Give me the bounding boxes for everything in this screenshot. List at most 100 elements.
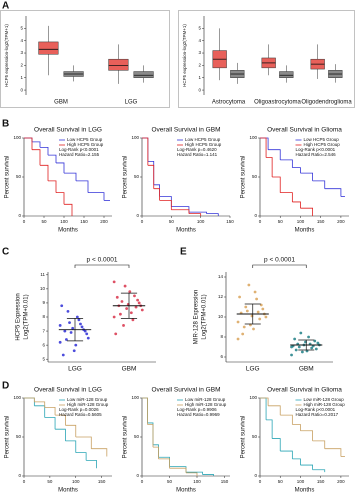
x-tick-label: LGG xyxy=(246,366,260,373)
box xyxy=(108,58,129,71)
annotation: Log-Rank p<0.0001 xyxy=(296,407,336,412)
x-tick-label: LGG xyxy=(125,100,138,106)
y-tick-label: 1 xyxy=(198,75,201,80)
survival-step xyxy=(292,167,301,174)
legend-label: High miR-128 Group xyxy=(67,402,109,407)
data-point xyxy=(293,337,297,341)
survival-step xyxy=(268,405,281,416)
y-tick-label: 10 xyxy=(40,286,46,291)
survival-step xyxy=(40,146,49,156)
survival-step xyxy=(169,466,187,473)
data-point xyxy=(258,317,262,321)
survival-step xyxy=(292,424,301,431)
chart-title: Overall Survival in GBM xyxy=(152,387,221,394)
survival-step xyxy=(24,137,33,142)
data-point xyxy=(120,300,124,303)
y-tick-label: 100 xyxy=(249,395,257,400)
y-tick-label: 12 xyxy=(218,294,224,299)
legend-label: Low HCP5 Group xyxy=(67,137,103,142)
x-tick-label: 0 xyxy=(23,219,26,224)
survival-step xyxy=(158,458,170,469)
survival-step xyxy=(56,162,65,174)
annotation: Log-Rank p<0.0001 xyxy=(59,147,99,152)
annotation: Hazard Ratio=1.141 xyxy=(177,152,218,157)
survival-step xyxy=(188,213,202,216)
survival-step xyxy=(266,419,273,439)
x-tick-label: 50 xyxy=(41,219,47,224)
data-point xyxy=(74,343,78,347)
survival-step xyxy=(64,172,77,181)
x-tick-label: Astrocytoma xyxy=(212,100,246,106)
data-point xyxy=(122,324,125,327)
legend-label: Low miR-128 Group xyxy=(185,397,226,402)
survival-step xyxy=(142,137,149,162)
x-axis-label: Months xyxy=(176,488,196,494)
x-tick-label: 150 xyxy=(80,219,88,224)
x-tick-label: 200 xyxy=(100,219,108,224)
survival-step xyxy=(147,424,154,448)
data-point xyxy=(300,350,304,354)
annotation: p < 0.0001 xyxy=(264,257,295,264)
y-axis-label: Percent survival xyxy=(123,156,129,199)
data-point xyxy=(131,318,135,322)
data-point xyxy=(261,307,265,311)
legend-label: High HCP5 Group xyxy=(185,142,222,147)
survival-step xyxy=(55,414,66,426)
data-point xyxy=(247,283,251,287)
y-axis-label: Percent survival xyxy=(123,416,129,459)
survival-step xyxy=(40,164,49,181)
survival-step xyxy=(312,180,326,189)
x-tick-label: 100 xyxy=(60,219,68,224)
significance-bracket xyxy=(252,264,307,268)
data-point xyxy=(242,325,246,329)
survival-step xyxy=(48,180,57,193)
data-point xyxy=(314,347,318,351)
y-axis-label: Percent survival xyxy=(241,416,247,459)
data-point xyxy=(316,341,320,345)
annotation: Log-Rank p<0.0001 xyxy=(296,147,336,152)
survival-step xyxy=(75,436,92,449)
y-tick-label: 50 xyxy=(134,174,140,179)
x-tick-label: 0 xyxy=(259,219,262,224)
significance-bracket xyxy=(74,264,130,268)
box xyxy=(279,71,294,78)
x-axis-label: Months xyxy=(295,488,315,494)
survival-step xyxy=(292,458,301,466)
x-axis-label: Months xyxy=(58,228,78,234)
survival-step xyxy=(32,149,41,166)
y-axis-label: Percent survival xyxy=(5,156,11,199)
x-axis-label: Months xyxy=(295,228,315,234)
survival-step xyxy=(312,440,326,449)
survival-step xyxy=(91,448,108,457)
data-point xyxy=(255,297,259,301)
survival-step xyxy=(142,397,148,423)
survival-step xyxy=(34,405,46,418)
y-tick-label: 3 xyxy=(20,50,23,55)
panel-label: A xyxy=(2,1,9,12)
survival-step xyxy=(24,137,33,150)
x-tick-label: 0 xyxy=(141,219,144,224)
data-point xyxy=(134,305,138,309)
annotation: p < 0.0001 xyxy=(87,257,118,264)
legend-label: Low HCP5 Group xyxy=(185,137,221,142)
survival-step xyxy=(159,196,172,207)
survival-step xyxy=(142,397,148,425)
survival-step xyxy=(260,137,269,150)
legend-label: Low HCP5 Group xyxy=(304,137,340,142)
x-tick-label: 50 xyxy=(47,479,53,484)
y-tick-label: 100 xyxy=(13,395,21,400)
legend-label: Low miR-128 Group xyxy=(67,397,108,402)
data-point xyxy=(85,332,89,336)
data-point xyxy=(236,320,240,324)
x-tick-label: Oligoastrocytoma xyxy=(254,100,301,106)
data-point xyxy=(310,346,314,350)
data-point xyxy=(114,332,118,336)
chart-title: Overall Survival in LGG xyxy=(34,127,102,134)
survival-step xyxy=(86,460,97,469)
survival-step xyxy=(147,164,155,189)
survival-step xyxy=(75,452,87,461)
survival-step xyxy=(324,448,342,457)
data-point xyxy=(236,337,240,341)
y-tick-label: 0 xyxy=(254,213,257,218)
